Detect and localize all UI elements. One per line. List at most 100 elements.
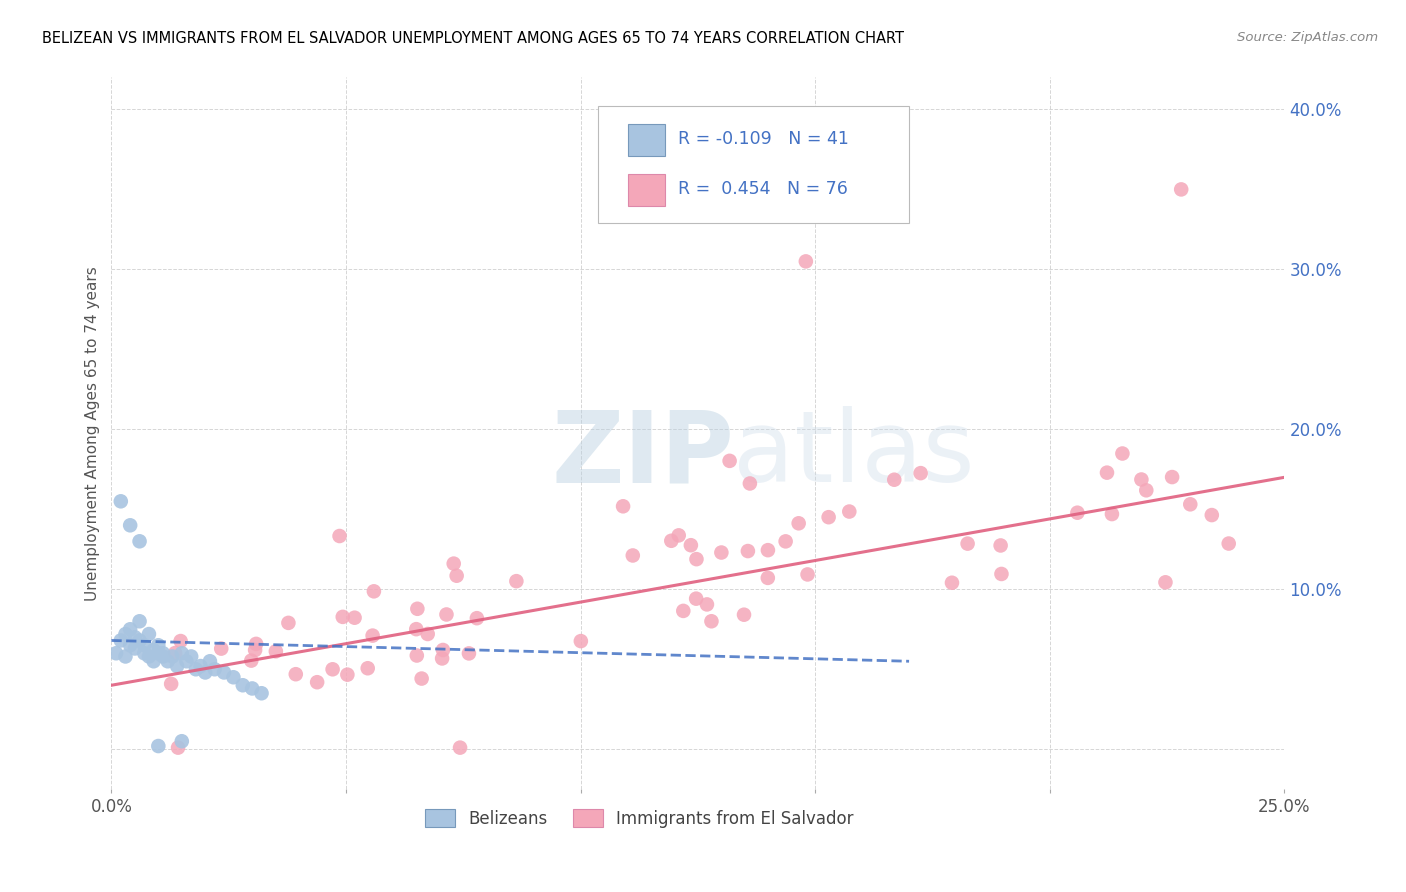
Point xyxy=(411,672,433,686)
Point xyxy=(668,528,690,542)
Point xyxy=(794,254,817,268)
Point xyxy=(363,584,385,599)
Point xyxy=(128,633,150,648)
Point xyxy=(148,638,170,652)
Point xyxy=(405,622,427,636)
Point xyxy=(110,633,132,648)
Point xyxy=(176,654,198,668)
Point xyxy=(124,630,146,644)
Point xyxy=(775,534,797,549)
Point xyxy=(184,662,207,676)
Point xyxy=(710,545,733,559)
Y-axis label: Unemployment Among Ages 65 to 74 years: Unemployment Among Ages 65 to 74 years xyxy=(86,266,100,600)
FancyBboxPatch shape xyxy=(598,106,910,223)
Point xyxy=(817,510,839,524)
Point xyxy=(169,634,191,648)
Point xyxy=(612,500,634,514)
Point xyxy=(569,634,592,648)
Point xyxy=(1111,446,1133,460)
Point xyxy=(124,641,146,656)
Point xyxy=(180,649,202,664)
Point xyxy=(679,538,702,552)
Point xyxy=(737,544,759,558)
Point xyxy=(165,646,187,660)
Point xyxy=(659,533,682,548)
Point xyxy=(142,643,165,657)
Point xyxy=(232,678,254,692)
Point xyxy=(700,614,723,628)
Point xyxy=(152,646,174,660)
Point xyxy=(357,661,380,675)
Point xyxy=(1095,466,1118,480)
Point xyxy=(696,598,718,612)
Text: atlas: atlas xyxy=(733,406,974,503)
Point xyxy=(170,734,193,748)
FancyBboxPatch shape xyxy=(627,174,665,205)
Point xyxy=(505,574,527,589)
Point xyxy=(120,518,142,533)
Point xyxy=(1066,506,1088,520)
Point xyxy=(1201,508,1223,522)
Text: Source: ZipAtlas.com: Source: ZipAtlas.com xyxy=(1237,31,1378,45)
Point xyxy=(430,651,453,665)
Point xyxy=(1135,483,1157,498)
Point xyxy=(756,571,779,585)
Point xyxy=(343,611,366,625)
Point xyxy=(685,552,707,566)
Point xyxy=(142,654,165,668)
Point xyxy=(194,665,217,680)
Point xyxy=(114,649,136,664)
Point xyxy=(190,659,212,673)
Point xyxy=(941,575,963,590)
Point xyxy=(240,681,263,696)
Point xyxy=(685,591,707,606)
Point xyxy=(796,567,818,582)
Point xyxy=(204,662,226,676)
Point xyxy=(406,601,429,615)
Point xyxy=(621,549,644,563)
Point xyxy=(787,516,810,531)
Point xyxy=(110,494,132,508)
Point xyxy=(277,615,299,630)
Legend: Belizeans, Immigrants from El Salvador: Belizeans, Immigrants from El Salvador xyxy=(419,803,860,834)
Point xyxy=(120,622,142,636)
Point xyxy=(162,649,184,664)
Point xyxy=(1130,473,1153,487)
Point xyxy=(138,627,160,641)
Point xyxy=(240,654,263,668)
Text: R = -0.109   N = 41: R = -0.109 N = 41 xyxy=(678,130,849,148)
Point xyxy=(167,740,190,755)
Point xyxy=(250,686,273,700)
Point xyxy=(160,677,183,691)
Point xyxy=(910,466,932,480)
Point xyxy=(465,611,488,625)
Point xyxy=(170,646,193,660)
Point xyxy=(733,607,755,622)
Point xyxy=(1161,470,1184,484)
Point xyxy=(245,637,267,651)
Point xyxy=(332,610,354,624)
Point xyxy=(956,536,979,550)
Point xyxy=(361,629,384,643)
Point xyxy=(1154,575,1177,590)
Point xyxy=(336,667,359,681)
Point xyxy=(449,740,471,755)
Point xyxy=(222,670,245,684)
Point xyxy=(416,627,439,641)
Point xyxy=(120,638,142,652)
Point xyxy=(432,643,454,657)
Point xyxy=(329,529,352,543)
Point xyxy=(284,667,307,681)
Point xyxy=(1170,182,1192,196)
Point xyxy=(243,643,266,657)
Point xyxy=(148,646,170,660)
Point xyxy=(128,534,150,549)
Point xyxy=(138,649,160,664)
Point xyxy=(128,614,150,628)
Point xyxy=(198,654,221,668)
Point xyxy=(405,648,427,663)
Text: R =  0.454   N = 76: R = 0.454 N = 76 xyxy=(678,180,848,198)
Point xyxy=(990,566,1012,581)
Point xyxy=(990,539,1012,553)
Point xyxy=(156,654,179,668)
